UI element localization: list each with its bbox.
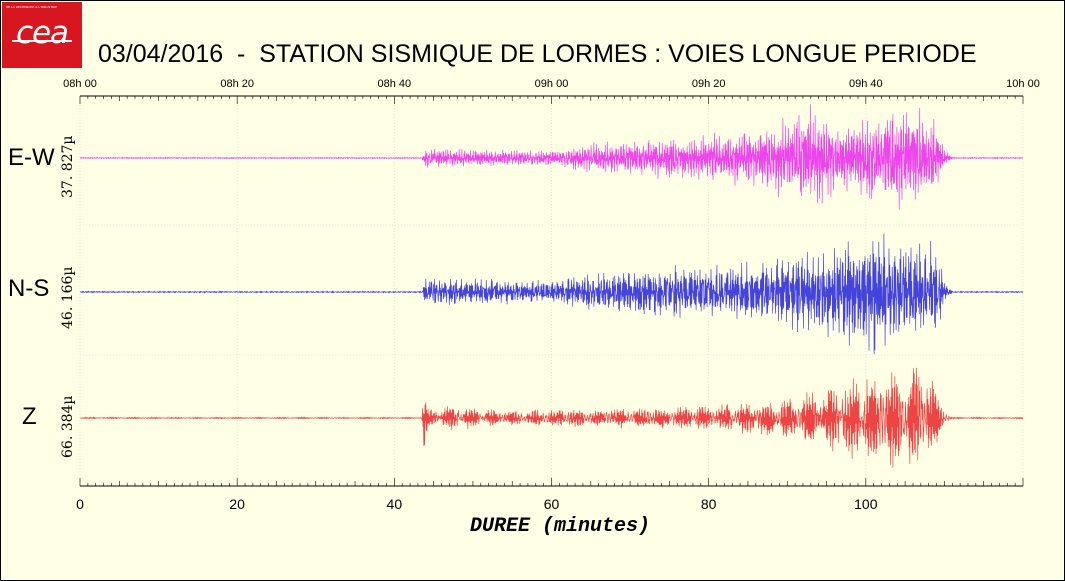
- top-time-tick-label: 08h 20: [220, 78, 254, 90]
- amplitude-scale-z: 66. 384µ: [60, 395, 76, 458]
- top-time-tick-label: 09h 00: [535, 78, 569, 90]
- amplitude-scale-ew: 37. 827µ: [60, 135, 76, 198]
- top-time-tick-label: 09h 40: [849, 78, 883, 90]
- logo-text: cea: [15, 15, 69, 51]
- logo-rule: [12, 40, 72, 42]
- x-tick-label: 0: [76, 496, 84, 512]
- x-tick-label: 40: [387, 496, 403, 512]
- channel-label-ew: E-W: [8, 144, 55, 171]
- trace-n-s: [79, 233, 1024, 355]
- x-tick-label: 100: [854, 496, 878, 512]
- cea-logo: DE LA RECHERCHE A L'INDUSTRIE cea: [2, 2, 82, 68]
- trace-e-w: [79, 104, 1024, 210]
- channel-label-z: Z: [22, 403, 37, 430]
- x-tick-label: 80: [701, 496, 717, 512]
- x-tick-label: 60: [544, 496, 560, 512]
- top-time-tick-label: 10h 00: [1006, 78, 1040, 90]
- x-tick-label: 20: [229, 496, 245, 512]
- top-time-tick-label: 08h 00: [63, 78, 97, 90]
- trace-z: [79, 367, 1024, 468]
- chart-title: 03/04/2016 - STATION SISMIQUE DE LORMES …: [98, 40, 977, 68]
- x-axis-label: DUREE (minutes): [469, 515, 651, 538]
- logo-tagline: DE LA RECHERCHE A L'INDUSTRIE: [6, 5, 58, 9]
- amplitude-scale-ns: 46. 166µ: [60, 266, 76, 329]
- top-time-tick-label: 08h 40: [378, 78, 412, 90]
- top-time-tick-label: 09h 20: [692, 78, 726, 90]
- channel-label-ns: N-S: [8, 275, 50, 302]
